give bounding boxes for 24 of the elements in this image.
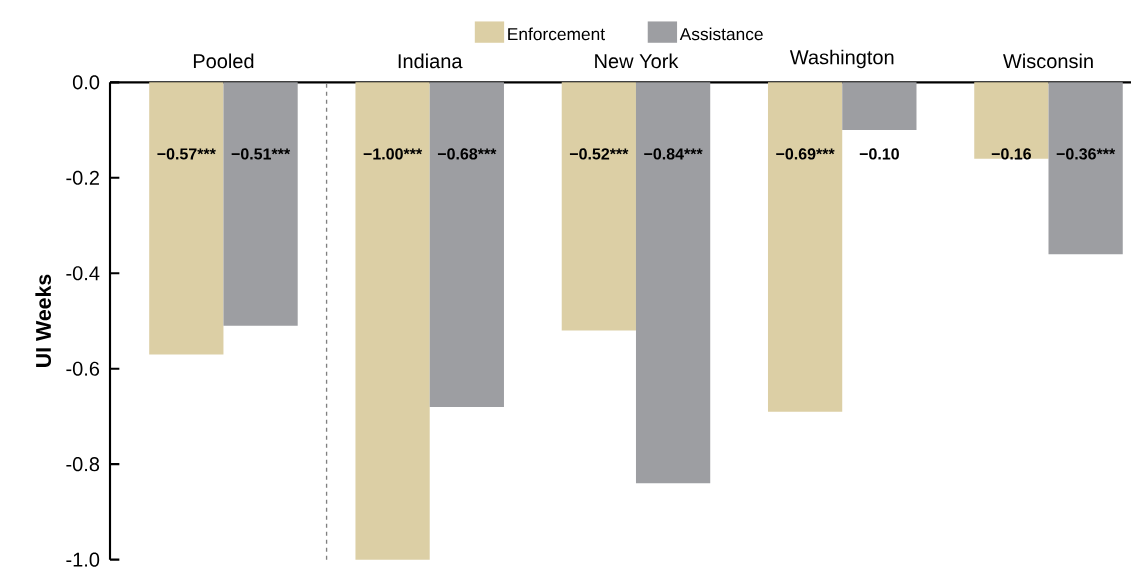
- x-tick-label: Washington: [789, 49, 894, 69]
- data-label: −0.10: [859, 148, 899, 160]
- y-tick-label: -0.2: [66, 170, 99, 185]
- y-tick-label: 0.0: [72, 75, 100, 90]
- data-label: −1.00***: [363, 148, 423, 160]
- y-tick-label: -0.4: [66, 266, 100, 281]
- y-tick-label: -0.8: [66, 457, 100, 472]
- data-label: −0.51***: [231, 148, 291, 160]
- x-tick-label: Indiana: [398, 53, 463, 69]
- y-axis-title: UI Weeks: [35, 274, 52, 367]
- data-label: −0.52***: [569, 148, 629, 160]
- x-tick-label: Wisconsin: [1003, 53, 1093, 69]
- data-label: −0.36***: [1056, 148, 1116, 160]
- y-tick-label: -1.0: [66, 552, 100, 567]
- x-tick-label: Pooled: [193, 53, 254, 69]
- legend-label: Assistance: [679, 27, 763, 41]
- x-tick-label: New York: [595, 53, 679, 69]
- data-label: −0.16: [991, 148, 1032, 160]
- data-label: −0.68***: [437, 148, 497, 160]
- data-label: −0.69***: [776, 148, 835, 160]
- y-tick-label: -0.6: [66, 361, 100, 376]
- data-label: −0.57***: [157, 148, 216, 160]
- data-label: −0.84***: [644, 148, 703, 160]
- legend-label: Enforcement: [508, 27, 605, 41]
